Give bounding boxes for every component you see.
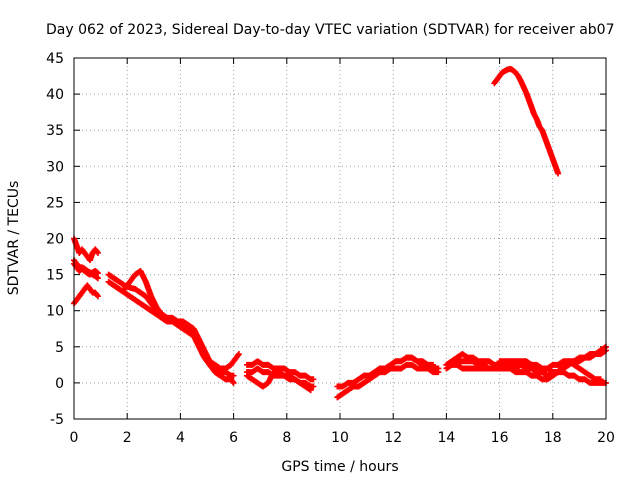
data-point <box>310 376 317 383</box>
y-tick-label: 0 <box>55 376 64 392</box>
x-tick-label: 16 <box>491 430 509 446</box>
y-tick-label: 25 <box>46 195 64 211</box>
data-series <box>243 369 314 394</box>
data-series <box>491 65 562 177</box>
data-series <box>71 282 101 307</box>
y-axis-label: SDTVAR / TECUs <box>6 181 22 296</box>
plot-border <box>73 57 607 420</box>
x-tick-label: 2 <box>123 430 132 446</box>
y-tick-label: -5 <box>50 412 64 428</box>
tick-labels: 0 2 4 6 8 10 12 14 16 18 20 -5 0 5 10 15 20 25 30 35 40 45 <box>46 51 615 446</box>
x-axis-label: GPS time / hours <box>281 459 398 475</box>
data-series <box>174 322 203 347</box>
data-point <box>230 372 237 379</box>
data-point <box>555 170 562 177</box>
x-tick-label: 4 <box>176 430 185 446</box>
x-tick-label: 18 <box>544 430 562 446</box>
data-point <box>310 383 317 390</box>
grid <box>74 58 606 419</box>
data-point <box>230 379 237 386</box>
data-point <box>307 387 314 394</box>
data-point <box>597 376 604 383</box>
x-tick-label: 10 <box>331 430 349 446</box>
data-point <box>94 293 101 300</box>
data-point <box>235 351 242 358</box>
y-tick-label: 30 <box>46 159 64 175</box>
data-series <box>243 358 317 383</box>
x-tick-label: 8 <box>282 430 291 446</box>
data-point <box>94 275 101 282</box>
chart-title: Day 062 of 2023, Sidereal Day-to-day VTE… <box>46 22 615 38</box>
data-point <box>196 340 203 347</box>
data-point <box>435 369 442 376</box>
y-tick-label: 5 <box>55 340 64 356</box>
data-series <box>71 257 101 282</box>
y-tick-label: 10 <box>46 304 64 320</box>
x-tick-label: 12 <box>384 430 402 446</box>
y-tick-label: 45 <box>46 51 64 67</box>
y-tick-label: 35 <box>46 123 64 139</box>
data-point <box>430 361 437 368</box>
data-points <box>71 65 609 401</box>
x-tick-label: 6 <box>229 430 238 446</box>
data-series <box>496 358 604 383</box>
y-tick-label: 40 <box>46 87 64 103</box>
x-tick-label: 14 <box>437 430 455 446</box>
y-tick-label: 15 <box>46 268 64 284</box>
data-point <box>94 249 101 256</box>
x-tick-label: 20 <box>597 430 615 446</box>
y-tick-label: 20 <box>46 232 64 248</box>
data-series <box>71 235 101 264</box>
x-tick-label: 0 <box>70 430 79 446</box>
data-series <box>403 354 437 368</box>
